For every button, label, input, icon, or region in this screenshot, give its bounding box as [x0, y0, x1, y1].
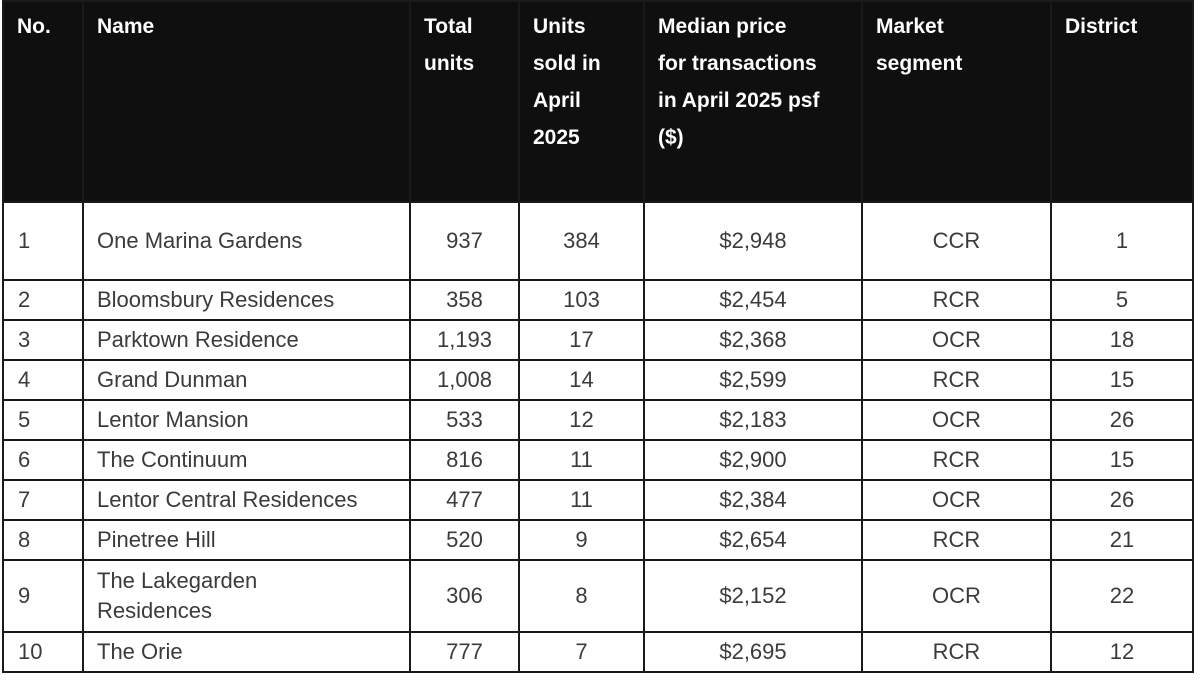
table-row: 8 Pinetree Hill 520 9 $2,654 RCR 21 — [2, 519, 1194, 561]
header-label-name: Name — [97, 15, 155, 38]
cell-units-sold: 384 — [518, 201, 645, 281]
cell-market-segment: RCR — [861, 359, 1052, 401]
cell-total-units: 816 — [409, 439, 520, 481]
cell-total-units: 306 — [409, 559, 520, 633]
table-row: 9 The Lakegarden Residences 306 8 $2,152… — [2, 559, 1194, 633]
cell-no: 8 — [2, 519, 84, 561]
cell-median-price: $2,368 — [643, 319, 863, 361]
cell-name: The Orie — [82, 631, 411, 673]
cell-total-units: 533 — [409, 399, 520, 441]
cell-no: 2 — [2, 279, 84, 321]
cell-district: 18 — [1050, 319, 1194, 361]
cell-name: Bloomsbury Residences — [82, 279, 411, 321]
top-selling-projects-table: No. Name Total units Units sold in April… — [2, 0, 1194, 673]
cell-total-units: 1,193 — [409, 319, 520, 361]
cell-market-segment: RCR — [861, 631, 1052, 673]
cell-total-units: 477 — [409, 479, 520, 521]
cell-no: 3 — [2, 319, 84, 361]
header-cell-units-sold: Units sold in April 2025 — [518, 0, 645, 203]
cell-median-price: $2,654 — [643, 519, 863, 561]
table-header-row: No. Name Total units Units sold in April… — [2, 0, 1194, 203]
cell-market-segment: OCR — [861, 479, 1052, 521]
cell-name: The Lakegarden Residences — [82, 559, 411, 633]
cell-name: Parktown Residence — [82, 319, 411, 361]
cell-district: 15 — [1050, 439, 1194, 481]
header-label-market-segment: Market segment — [876, 15, 963, 75]
header-label-district: District — [1065, 15, 1138, 38]
cell-median-price: $2,900 — [643, 439, 863, 481]
cell-market-segment: OCR — [861, 559, 1052, 633]
header-label-units-sold: Units sold in April 2025 — [533, 15, 601, 149]
cell-district: 21 — [1050, 519, 1194, 561]
header-cell-market-segment: Market segment — [861, 0, 1052, 203]
cell-name: Lentor Mansion — [82, 399, 411, 441]
cell-units-sold: 103 — [518, 279, 645, 321]
cell-market-segment: RCR — [861, 519, 1052, 561]
table-row: 10 The Orie 777 7 $2,695 RCR 12 — [2, 631, 1194, 673]
cell-district: 5 — [1050, 279, 1194, 321]
table-row: 6 The Continuum 816 11 $2,900 RCR 15 — [2, 439, 1194, 481]
cell-name: Lentor Central Residences — [82, 479, 411, 521]
cell-market-segment: OCR — [861, 319, 1052, 361]
cell-name: The Continuum — [82, 439, 411, 481]
cell-district: 12 — [1050, 631, 1194, 673]
cell-units-sold: 17 — [518, 319, 645, 361]
cell-market-segment: RCR — [861, 439, 1052, 481]
cell-district: 1 — [1050, 201, 1194, 281]
cell-units-sold: 14 — [518, 359, 645, 401]
cell-name: Grand Dunman — [82, 359, 411, 401]
cell-median-price: $2,695 — [643, 631, 863, 673]
table-row: 2 Bloomsbury Residences 358 103 $2,454 R… — [2, 279, 1194, 321]
cell-market-segment: CCR — [861, 201, 1052, 281]
cell-name: Pinetree Hill — [82, 519, 411, 561]
cell-market-segment: RCR — [861, 279, 1052, 321]
cell-median-price: $2,384 — [643, 479, 863, 521]
table-row: 3 Parktown Residence 1,193 17 $2,368 OCR… — [2, 319, 1194, 361]
cell-units-sold: 12 — [518, 399, 645, 441]
header-cell-name: Name — [82, 0, 411, 203]
header-cell-district: District — [1050, 0, 1194, 203]
cell-district: 26 — [1050, 399, 1194, 441]
table-row: 5 Lentor Mansion 533 12 $2,183 OCR 26 — [2, 399, 1194, 441]
cell-median-price: $2,183 — [643, 399, 863, 441]
table-row: 4 Grand Dunman 1,008 14 $2,599 RCR 15 — [2, 359, 1194, 401]
header-label-total-units: Total units — [424, 15, 475, 75]
cell-units-sold: 11 — [518, 479, 645, 521]
cell-median-price: $2,454 — [643, 279, 863, 321]
cell-no: 1 — [2, 201, 84, 281]
cell-median-price: $2,599 — [643, 359, 863, 401]
cell-units-sold: 9 — [518, 519, 645, 561]
header-label-median-price: Median price for transactions in April 2… — [658, 15, 820, 149]
header-cell-total-units: Total units — [409, 0, 520, 203]
cell-no: 7 — [2, 479, 84, 521]
cell-market-segment: OCR — [861, 399, 1052, 441]
cell-no: 6 — [2, 439, 84, 481]
cell-total-units: 520 — [409, 519, 520, 561]
header-cell-no: No. — [2, 0, 84, 203]
cell-total-units: 937 — [409, 201, 520, 281]
cell-no: 9 — [2, 559, 84, 633]
cell-total-units: 1,008 — [409, 359, 520, 401]
cell-units-sold: 11 — [518, 439, 645, 481]
cell-total-units: 358 — [409, 279, 520, 321]
cell-median-price: $2,152 — [643, 559, 863, 633]
cell-units-sold: 7 — [518, 631, 645, 673]
cell-no: 4 — [2, 359, 84, 401]
table-row: 7 Lentor Central Residences 477 11 $2,38… — [2, 479, 1194, 521]
cell-units-sold: 8 — [518, 559, 645, 633]
cell-total-units: 777 — [409, 631, 520, 673]
cell-name: One Marina Gardens — [82, 201, 411, 281]
header-cell-median-price: Median price for transactions in April 2… — [643, 0, 863, 203]
table-row: 1 One Marina Gardens 937 384 $2,948 CCR … — [2, 201, 1194, 281]
cell-median-price: $2,948 — [643, 201, 863, 281]
cell-district: 15 — [1050, 359, 1194, 401]
cell-no: 10 — [2, 631, 84, 673]
cell-district: 22 — [1050, 559, 1194, 633]
cell-no: 5 — [2, 399, 84, 441]
cell-district: 26 — [1050, 479, 1194, 521]
header-label-no: No. — [17, 15, 51, 38]
